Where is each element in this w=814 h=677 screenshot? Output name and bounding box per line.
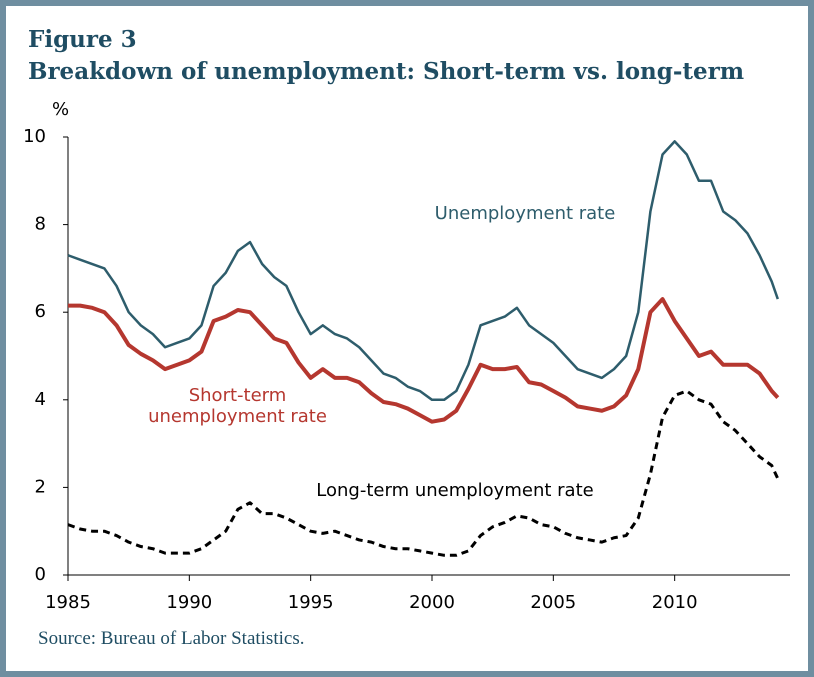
y-tick-label: 8: [35, 214, 46, 235]
x-tick-label: 2010: [652, 592, 698, 613]
series-label: Long-term unemployment rate: [316, 480, 594, 501]
x-tick-label: 1995: [288, 592, 334, 613]
y-tick-label: 4: [35, 389, 46, 410]
series-label: Unemployment rate: [434, 203, 616, 224]
x-tick-label: 2000: [409, 592, 455, 613]
y-tick-label: 2: [35, 476, 46, 497]
source-note: Source: Bureau of Labor Statistics.: [38, 628, 305, 649]
y-tick-label: 6: [35, 301, 46, 322]
series-line: [67, 389, 780, 557]
series-label: Short-term unemployment rate: [148, 385, 327, 427]
x-tick-label: 1990: [166, 592, 212, 613]
y-axis-label: %: [52, 99, 69, 120]
x-tick-label: 1985: [45, 592, 91, 613]
x-tick-label: 2005: [530, 592, 576, 613]
chart-title: Figure 3: [28, 26, 137, 53]
chart-subtitle: Breakdown of unemployment: Short-term vs…: [28, 58, 745, 85]
y-tick-label: 10: [23, 126, 46, 147]
y-tick-label: 0: [35, 564, 46, 585]
series-line: [67, 140, 779, 402]
series-line: [68, 297, 780, 424]
